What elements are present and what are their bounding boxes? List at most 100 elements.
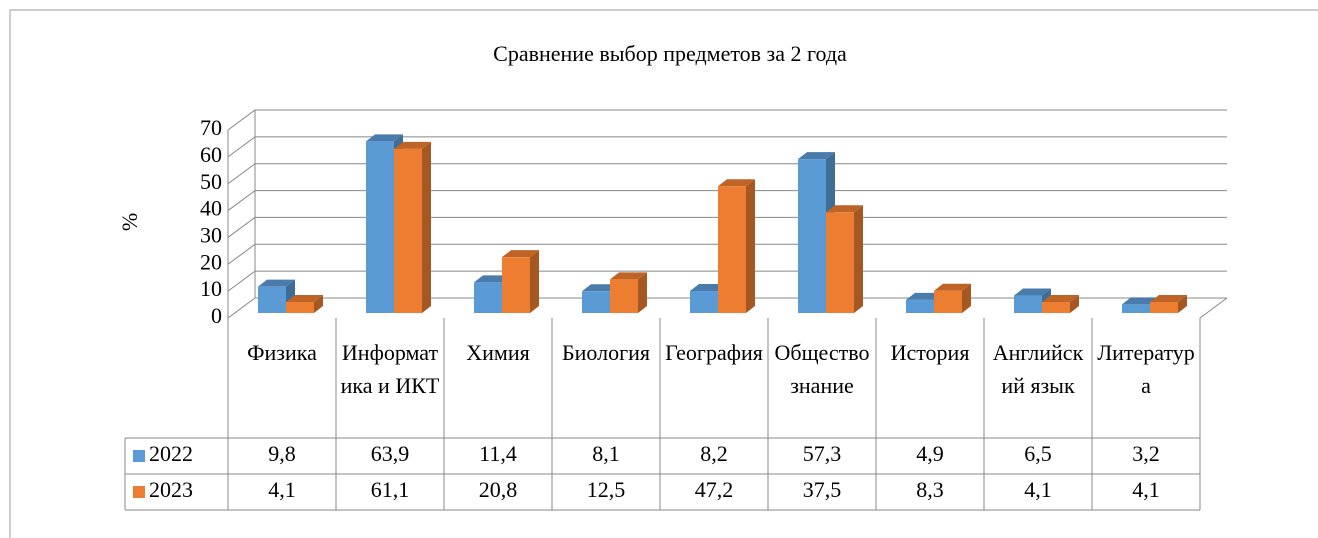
bar: [394, 141, 431, 313]
category-label: Физика: [247, 340, 317, 365]
grid-line: [227, 109, 1227, 131]
bar-front: [718, 186, 746, 313]
y-tick-label: 10: [200, 276, 222, 301]
y-tick-label: 60: [200, 142, 222, 167]
bar-side: [1070, 294, 1079, 313]
bar-top: [718, 179, 755, 187]
bar-front: [610, 279, 638, 313]
legend-swatch: [133, 486, 145, 498]
grid-line: [227, 270, 1227, 292]
bar-front: [1014, 295, 1042, 313]
bar: [610, 272, 647, 313]
bar-top: [1122, 297, 1159, 305]
bar-side: [530, 250, 539, 313]
value-label: 3,2: [1132, 441, 1160, 466]
bar-side: [746, 179, 755, 313]
grid-line: [227, 190, 1227, 211]
bar-top: [474, 275, 511, 283]
category-label: Общество знание: [775, 340, 870, 398]
bar-top: [1042, 294, 1079, 302]
y-tick-label: 40: [200, 196, 222, 221]
grid-line: [227, 136, 1227, 158]
bar-front: [798, 159, 826, 313]
bar-side: [314, 294, 323, 313]
value-label: 4,1: [1024, 477, 1052, 502]
category-label: География: [665, 340, 763, 365]
value-label: 63,9: [371, 441, 410, 466]
category-label: Английск ий язык: [993, 340, 1084, 398]
bar-front: [826, 212, 854, 313]
bar-front: [286, 301, 314, 313]
bar-front: [394, 148, 422, 313]
y-tick-label: 30: [200, 222, 222, 247]
bar-side: [962, 283, 971, 313]
value-label: 4,1: [268, 477, 296, 502]
bar-top: [1150, 294, 1187, 302]
bar-front: [582, 291, 610, 313]
bar-front: [934, 290, 962, 313]
bar-side: [422, 141, 431, 313]
bar: [1150, 294, 1187, 313]
y-tick-label: 70: [200, 115, 222, 140]
bar-top: [258, 279, 295, 287]
bar: [286, 294, 323, 313]
value-label: 12,5: [587, 477, 626, 502]
grid-line: [227, 297, 1227, 319]
bar-front: [1042, 301, 1070, 313]
value-label: 6,5: [1024, 441, 1052, 466]
grid-line: [227, 216, 1227, 238]
bar-front: [906, 299, 934, 313]
bar-front: [690, 290, 718, 313]
bar-front: [1122, 304, 1150, 313]
y-tick-label: 0: [211, 303, 222, 328]
category-label: Биология: [562, 340, 650, 365]
bar-side: [854, 205, 863, 313]
bar-top: [286, 294, 323, 302]
grid-line: [227, 163, 1227, 185]
value-label: 8,3: [916, 477, 944, 502]
y-tick-label: 20: [200, 249, 222, 274]
bar-side: [638, 272, 647, 313]
category-label: Химия: [466, 340, 529, 365]
bar-top: [502, 250, 539, 258]
bar-top: [394, 141, 431, 149]
legend-swatch: [133, 450, 145, 462]
bar-top: [826, 205, 863, 213]
category-label: Литератур а: [1097, 340, 1195, 398]
bar-top: [798, 152, 835, 160]
floor-edge: [1199, 297, 1228, 319]
value-label: 4,9: [916, 441, 944, 466]
bar: [1042, 294, 1079, 313]
category-label: Информат ика и ИКТ: [341, 340, 440, 398]
value-label: 61,1: [371, 477, 410, 502]
bar-top: [582, 284, 619, 292]
value-label: 47,2: [695, 477, 734, 502]
value-label: 37,5: [803, 477, 842, 502]
legend-label: 2023: [149, 477, 193, 502]
legend-label: 2022: [149, 441, 193, 466]
value-label: 11,4: [479, 441, 517, 466]
value-label: 9,8: [268, 441, 296, 466]
chart-title: Сравнение выбор предметов за 2 года: [493, 41, 847, 66]
value-label: 4,1: [1132, 477, 1160, 502]
bar-front: [258, 286, 286, 313]
bar-top: [934, 283, 971, 291]
bar-top: [610, 272, 647, 280]
bar-top: [366, 134, 403, 142]
bar: [826, 205, 863, 313]
bar-front: [1150, 301, 1178, 313]
y-axis-label: %: [117, 213, 142, 231]
value-label: 8,1: [592, 441, 620, 466]
bar-front: [474, 282, 502, 313]
category-label: История: [891, 340, 970, 365]
bar: [934, 283, 971, 313]
bar-front: [502, 257, 530, 313]
bar-side: [1178, 294, 1187, 313]
bar-top: [690, 283, 727, 291]
bar: [718, 179, 755, 313]
bar-top: [906, 292, 943, 300]
bar: [502, 250, 539, 313]
bar-top: [1014, 288, 1051, 296]
value-label: 57,3: [803, 441, 842, 466]
